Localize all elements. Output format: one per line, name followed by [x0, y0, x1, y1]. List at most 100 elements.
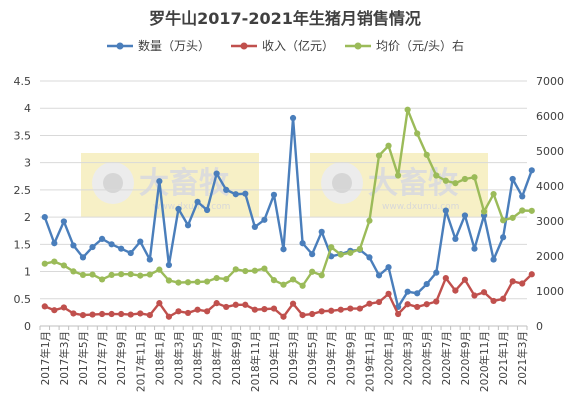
- data-point: [299, 312, 306, 319]
- data-point: [500, 234, 507, 241]
- watermark-logo-core: [332, 173, 352, 193]
- data-point: [108, 310, 115, 318]
- data-point: [509, 175, 516, 183]
- data-point: [127, 311, 134, 318]
- data-point: [184, 222, 192, 229]
- x-tick-label: 2018年5月: [192, 331, 205, 385]
- x-tick-label: 2021年1月: [497, 331, 510, 385]
- data-point: [375, 272, 383, 279]
- x-tick-label: 2017年7月: [96, 331, 109, 385]
- data-point: [270, 277, 278, 284]
- data-point: [289, 114, 297, 122]
- data-point: [232, 191, 239, 198]
- data-point: [127, 249, 134, 257]
- data-point: [223, 186, 230, 193]
- data-point: [251, 267, 258, 274]
- data-point: [194, 278, 201, 285]
- x-tick-label: 2018年3月: [172, 331, 185, 385]
- data-point: [519, 280, 526, 287]
- data-point: [347, 305, 354, 312]
- data-point: [261, 306, 268, 313]
- data-point: [519, 207, 526, 214]
- data-point: [414, 303, 421, 311]
- y-right-tick-label: 1000: [536, 285, 564, 298]
- data-point: [242, 301, 249, 308]
- data-point: [41, 260, 48, 267]
- data-point: [471, 245, 478, 252]
- data-point: [528, 271, 535, 278]
- x-tick-label: 2018年9月: [230, 331, 243, 385]
- x-tick-label: 2018年11月: [249, 331, 262, 392]
- data-point: [79, 271, 87, 278]
- data-point: [137, 238, 144, 245]
- data-point: [309, 251, 316, 258]
- data-point: [366, 254, 373, 261]
- data-point: [461, 212, 469, 219]
- data-point: [414, 290, 421, 297]
- data-point: [137, 272, 144, 279]
- x-tick-label: 2020年3月: [402, 331, 415, 385]
- y-right-tick-label: 6000: [536, 110, 564, 123]
- data-point: [70, 268, 77, 275]
- data-point: [108, 241, 115, 248]
- data-point: [528, 207, 535, 214]
- data-point: [79, 254, 87, 261]
- data-point: [461, 276, 469, 283]
- legend-marker: [116, 42, 124, 50]
- data-point: [165, 261, 173, 269]
- data-point: [184, 309, 192, 317]
- watermark-brand: 大畜牧: [368, 166, 459, 201]
- data-point: [328, 244, 335, 251]
- data-point: [251, 306, 258, 313]
- data-point: [442, 274, 449, 282]
- data-point: [60, 218, 67, 225]
- data-point: [528, 167, 535, 174]
- data-point: [500, 217, 507, 224]
- data-point: [165, 277, 173, 284]
- data-point: [289, 300, 297, 307]
- data-point: [118, 310, 125, 318]
- data-point: [490, 256, 497, 263]
- y-left-tick-label: 3.5: [14, 129, 32, 142]
- data-point: [146, 256, 153, 263]
- data-point: [146, 271, 153, 278]
- data-point: [108, 271, 115, 278]
- y-left-tick-label: 2.5: [14, 184, 32, 197]
- data-point: [280, 313, 287, 320]
- data-point: [79, 312, 87, 319]
- legend-marker: [240, 42, 248, 50]
- data-point: [442, 177, 449, 184]
- data-point: [194, 306, 201, 313]
- data-point: [509, 214, 516, 221]
- data-point: [223, 276, 230, 283]
- legend: 数量（万头） 收入（亿元） 均价（元/头）右: [107, 38, 464, 53]
- x-tick-label: 2017年5月: [77, 331, 90, 385]
- x-tick-label: 2019年5月: [306, 331, 319, 385]
- y-left-tick-label: 4: [24, 102, 31, 115]
- y-right-tick-label: 4000: [536, 180, 564, 193]
- data-point: [60, 304, 67, 311]
- y-left-tick-label: 1: [24, 266, 31, 279]
- data-point: [146, 312, 153, 319]
- data-point: [89, 271, 96, 278]
- x-tick-label: 2018年1月: [153, 331, 166, 385]
- x-tick-label: 2019年1月: [268, 331, 281, 385]
- data-point: [433, 269, 440, 276]
- data-point: [118, 271, 125, 278]
- data-point: [366, 300, 373, 307]
- data-point: [280, 281, 287, 288]
- data-point: [423, 151, 430, 158]
- data-point: [433, 172, 440, 179]
- data-point: [385, 142, 392, 149]
- data-point: [328, 307, 335, 314]
- data-point: [98, 235, 106, 242]
- x-tick-label: 2019年3月: [287, 331, 300, 385]
- data-point: [204, 206, 211, 214]
- data-point: [165, 313, 173, 320]
- data-point: [347, 249, 354, 256]
- x-tick-label: 2017年9月: [115, 331, 128, 385]
- data-point: [385, 290, 392, 297]
- data-point: [98, 310, 106, 318]
- x-tick-label: 2021年3月: [516, 331, 529, 385]
- chart-title: 罗牛山2017-2021年生猪月销售情况: [149, 9, 421, 28]
